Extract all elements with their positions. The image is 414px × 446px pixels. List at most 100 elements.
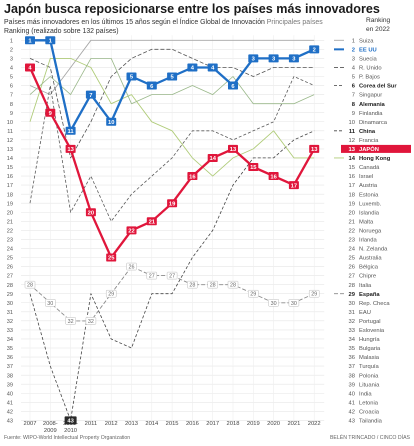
ranking-country: Luxemb. bbox=[359, 201, 382, 207]
ranking-country: Hungría bbox=[359, 337, 380, 343]
data-point-ee-uu bbox=[228, 81, 238, 90]
data-point-espa-a bbox=[146, 271, 158, 280]
ranking-country: R. Unido bbox=[359, 66, 382, 72]
ranking-country: Bélgica bbox=[359, 265, 379, 271]
data-point-jap-n bbox=[146, 217, 157, 226]
data-label-jap-n: 22 bbox=[128, 229, 134, 235]
ranking-country: Estonia bbox=[359, 192, 379, 198]
ranking-rank: 25 bbox=[349, 256, 355, 262]
data-label-ee-uu: 3 bbox=[252, 57, 256, 63]
ranking-country: JAPÓN bbox=[359, 145, 379, 153]
ranking-caption: Ranking (realizado sobre 132 países) bbox=[4, 28, 119, 35]
ranking-country: India bbox=[359, 391, 372, 397]
ranking-country: Canadá bbox=[359, 165, 380, 171]
source-note: Fuente: WIPO-World Intellectual Property… bbox=[4, 435, 131, 441]
ranking-country: Malasia bbox=[359, 355, 380, 361]
ranking-country: Letonia bbox=[359, 400, 379, 406]
data-label-jap-n: 13 bbox=[311, 147, 318, 153]
ranking-country: EAU bbox=[359, 310, 371, 316]
ranking-country: Austria bbox=[359, 183, 378, 189]
y-tick-label: 23 bbox=[7, 238, 13, 244]
ranking-rank: 7 bbox=[352, 93, 355, 99]
ranking-country: Portugal bbox=[359, 319, 381, 325]
y-tick-label: 16 bbox=[7, 174, 13, 180]
y-tick-label: 7 bbox=[10, 93, 13, 99]
ranking-rank: 32 bbox=[349, 319, 355, 325]
x-tick-label: 2018 bbox=[227, 421, 240, 427]
y-tick-label: 26 bbox=[7, 265, 13, 271]
data-label-espa-a: 29 bbox=[311, 292, 317, 298]
data-point-jap-n bbox=[288, 181, 299, 190]
series-line-r-unido bbox=[29, 48, 315, 159]
x-tick-label: 2019 bbox=[247, 421, 260, 427]
y-tick-label: 17 bbox=[7, 183, 13, 189]
data-point-espa-a bbox=[24, 280, 36, 289]
ranking-country: Lituania bbox=[359, 382, 380, 388]
data-label-ee-uu: 3 bbox=[272, 57, 276, 63]
ranking-country: Suiza bbox=[359, 38, 374, 44]
data-point-jap-n bbox=[65, 144, 76, 153]
y-tick-label: 34 bbox=[7, 337, 13, 343]
data-label-espa-a: 30 bbox=[47, 301, 53, 307]
y-tick-label: 36 bbox=[7, 355, 13, 361]
data-point-ee-uu bbox=[288, 54, 299, 63]
data-label-espa-a: 28 bbox=[27, 283, 33, 289]
ranking-rank: 24 bbox=[349, 247, 356, 253]
y-tick-label: 40 bbox=[7, 391, 13, 397]
ranking-country: Bulgaria bbox=[359, 346, 381, 352]
data-point-ee-uu bbox=[25, 36, 35, 45]
data-label-ee-uu: 6 bbox=[231, 84, 235, 90]
data-point-ee-uu bbox=[126, 72, 137, 81]
y-tick-label: 19 bbox=[7, 201, 13, 207]
data-point-jap-n bbox=[207, 153, 218, 162]
ranking-country: Australia bbox=[359, 256, 382, 262]
ranking-highlight-japon bbox=[341, 144, 411, 153]
ranking-rank: 19 bbox=[349, 201, 355, 207]
data-point-jap-n bbox=[187, 172, 198, 181]
ranking-country: Israel bbox=[359, 174, 373, 180]
ranking-country: Rep. Checa bbox=[359, 301, 390, 307]
x-tick-label: 2011 bbox=[85, 421, 97, 427]
ranking-country: Islandia bbox=[359, 210, 380, 216]
y-tick-label: 30 bbox=[7, 301, 13, 307]
y-tick-label: 24 bbox=[7, 247, 13, 253]
data-point-jap-n bbox=[126, 226, 137, 235]
data-label-ee-uu: 2 bbox=[313, 48, 316, 54]
ranking-country: China bbox=[359, 129, 376, 135]
data-label-ee-uu: 7 bbox=[89, 93, 92, 99]
y-tick-label: 28 bbox=[7, 283, 13, 289]
data-point-china bbox=[64, 416, 77, 425]
chart-subtitle: Países más innovadores en los últimos 15… bbox=[4, 19, 323, 26]
ranking-rank: 39 bbox=[349, 382, 355, 388]
y-tick-label: 12 bbox=[7, 138, 13, 144]
data-label-espa-a: 27 bbox=[149, 274, 155, 280]
y-tick-label: 29 bbox=[7, 292, 13, 298]
data-label-espa-a: 28 bbox=[189, 283, 195, 289]
y-tick-label: 15 bbox=[7, 165, 13, 171]
data-label-espa-a: 29 bbox=[108, 292, 114, 298]
series-line-singapur bbox=[29, 58, 315, 105]
x-tick-label: 2022 bbox=[308, 421, 321, 427]
x-tick-label: 2014 bbox=[145, 421, 159, 427]
ranking-rank: 2 bbox=[352, 47, 355, 53]
y-tick-label: 32 bbox=[7, 319, 13, 325]
data-point-jap-n bbox=[106, 253, 117, 262]
ranking-country: Croacia bbox=[359, 409, 380, 415]
data-label-espa-a: 29 bbox=[250, 292, 256, 298]
data-point-espa-a bbox=[45, 299, 56, 307]
data-label-jap-n: 21 bbox=[149, 220, 156, 226]
ranking-country: Francia bbox=[359, 138, 379, 144]
y-tick-label: 33 bbox=[7, 328, 13, 334]
ranking-rank: 34 bbox=[349, 337, 356, 343]
ranking-header-year: en 2022 bbox=[366, 26, 390, 33]
ranking-rank: 38 bbox=[349, 373, 355, 379]
data-point-espa-a bbox=[288, 299, 300, 307]
ranking-rank: 41 bbox=[349, 400, 355, 406]
data-label-ee-uu: 3 bbox=[292, 57, 296, 63]
ranking-rank: 29 bbox=[349, 292, 356, 298]
data-label-ee-uu: 4 bbox=[191, 66, 195, 72]
data-point-espa-a bbox=[105, 289, 117, 298]
ranking-rank: 26 bbox=[349, 265, 355, 271]
data-point-jap-n bbox=[268, 172, 279, 181]
